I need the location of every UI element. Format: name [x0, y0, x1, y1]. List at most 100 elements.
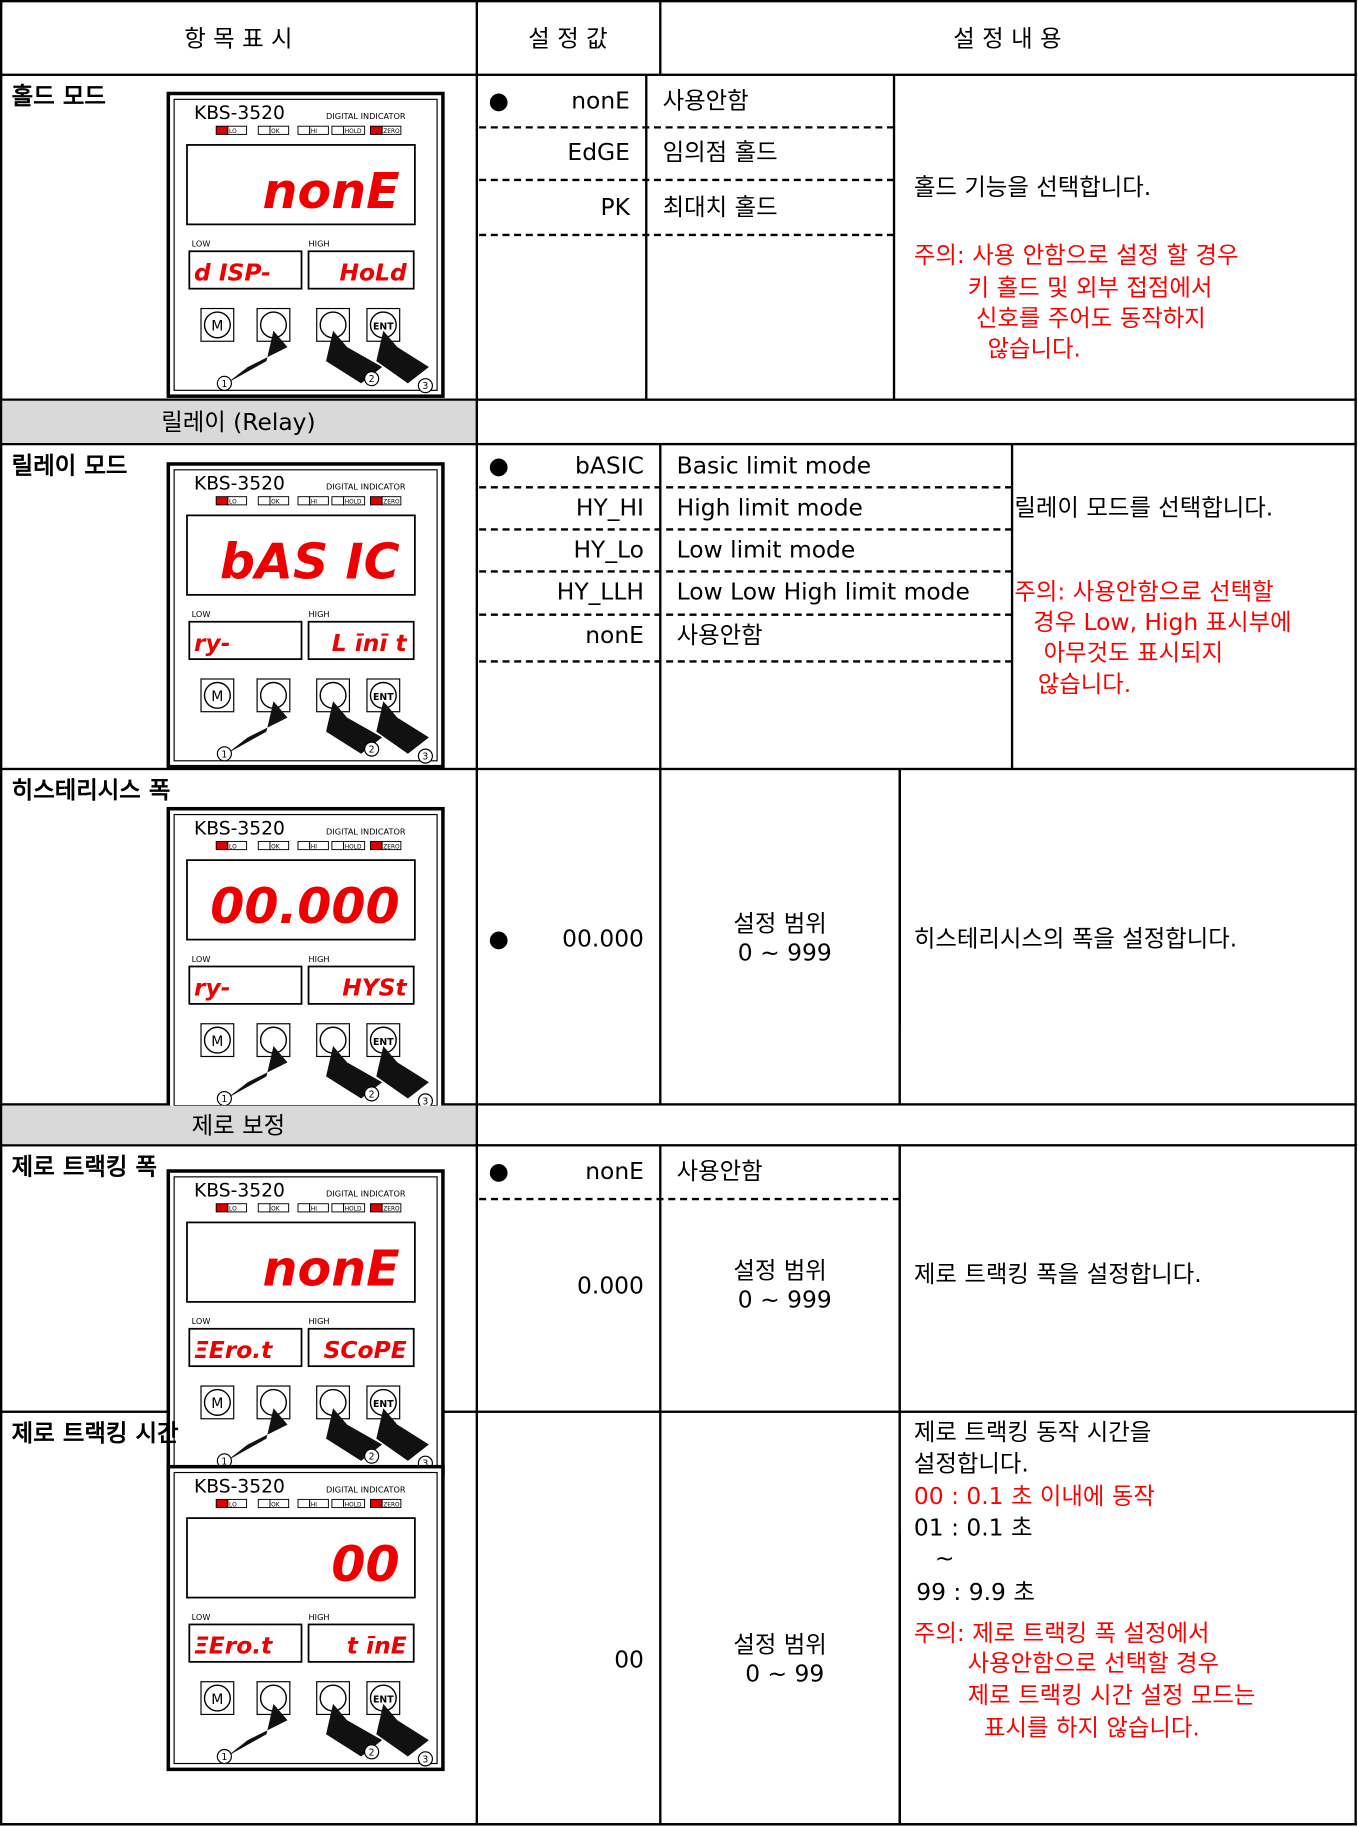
led-label-box [309, 125, 329, 135]
option-value: HY_LLH [556, 577, 644, 606]
subtitle: DIGITAL INDICATOR [326, 111, 406, 121]
led [257, 1203, 271, 1213]
panel-inner [173, 813, 438, 1107]
model: KBS-3520 [194, 818, 285, 839]
number-circle [417, 748, 433, 764]
rule [475, 1145, 478, 1412]
number-circle [216, 1090, 232, 1107]
dashed-rule [479, 1197, 900, 1201]
description: 주의: 사용 안함으로 설정 할 경우 [913, 240, 1239, 269]
subtitle: DIGITAL INDICATOR [326, 482, 406, 492]
rule [659, 1145, 662, 1412]
section-title: 제로 보정 [191, 1110, 286, 1139]
option-label: Low Low High limit mode [676, 577, 970, 606]
number-circle [417, 378, 433, 394]
main-display [186, 144, 416, 226]
rule [0, 0, 1357, 3]
led [215, 496, 229, 506]
dashed-rule [479, 613, 1013, 616]
low-display-text: ry- [194, 629, 230, 657]
number: 2 [369, 745, 375, 756]
led [297, 1498, 311, 1509]
high-display [307, 620, 415, 661]
dashed-rule [479, 528, 1013, 531]
rule [475, 0, 478, 75]
dashed-rule [479, 126, 895, 129]
led-label-box [309, 1498, 329, 1509]
header-content: 설 정 내 용 [953, 24, 1062, 53]
number: 2 [369, 1089, 375, 1100]
option-label: Low limit mode [676, 535, 856, 564]
number-circle [364, 741, 380, 757]
hand [376, 1045, 429, 1099]
panel-frame [166, 806, 445, 1114]
hand [326, 1703, 383, 1757]
number-circle [417, 1751, 433, 1767]
description: 신호를 주어도 동작하지 [975, 303, 1206, 332]
description: 홀드 기능을 선택합니다. [913, 172, 1152, 202]
panel-inner [173, 98, 438, 391]
model: KBS-3520 [194, 1476, 285, 1497]
low-display [188, 1327, 303, 1368]
led-label: LO [229, 1502, 237, 1508]
led [257, 840, 271, 851]
rule [898, 768, 902, 1105]
led-label: OK [271, 1207, 280, 1213]
option-label: High limit mode [676, 493, 863, 522]
default-marker: ● [488, 86, 509, 115]
led [215, 1203, 229, 1213]
button-label: M [211, 1396, 223, 1412]
button-label: M [211, 1034, 223, 1050]
device-panel: KBS-3520 DIGITAL INDICATOR LO OK HI HOLD ZERO b… [166, 462, 445, 769]
number-circle [364, 1744, 380, 1760]
rule [645, 74, 648, 400]
button [203, 1684, 231, 1712]
panel-inner [173, 1471, 438, 1765]
button-label: ENT [373, 1399, 394, 1410]
rule [1354, 0, 1357, 1826]
led-label: HOLD [345, 500, 362, 506]
led-label-box [227, 125, 248, 135]
number: 2 [369, 1747, 375, 1758]
rule [475, 1104, 478, 1146]
hand [376, 330, 429, 384]
main-display-text: nonE [263, 162, 400, 220]
option-value: nonE [585, 620, 644, 649]
rule [0, 767, 1357, 771]
led-label-box [381, 125, 402, 135]
button-label: ENT [373, 692, 394, 703]
range-text: 0 ~ 999 [737, 1285, 832, 1314]
option-value: EdGE [567, 137, 630, 166]
hand [376, 701, 429, 754]
number: 1 [221, 1456, 227, 1467]
range-text: 설정 범위 [733, 1630, 827, 1659]
description: 릴레이 모드를 선택합니다. [1014, 493, 1274, 522]
description: 99 : 9.9 초 [916, 1577, 1035, 1606]
item-title: 릴레이 모드 [11, 451, 128, 480]
model: KBS-3520 [194, 474, 285, 495]
led-label-box [269, 1203, 290, 1213]
led-label: HOLD [345, 844, 362, 850]
default-marker: ● [488, 451, 509, 480]
option-value: PK [600, 192, 630, 221]
rule [898, 1411, 902, 1825]
section-title: 릴레이 (Relay) [161, 407, 316, 436]
number-circle [216, 746, 232, 762]
description: 01 : 0.1 초 [913, 1513, 1033, 1542]
main-display-text: 00 [331, 1535, 399, 1593]
led [297, 1203, 311, 1213]
led-label-box [343, 496, 366, 506]
led [257, 496, 271, 506]
low-label: LOW [192, 239, 211, 249]
number: 3 [422, 1754, 428, 1765]
description: 제로 트랙킹 시간 설정 모드는 [967, 1680, 1256, 1709]
section-band [2, 400, 477, 443]
hand [226, 1408, 288, 1461]
number-circle [216, 1748, 232, 1765]
subtitle: DIGITAL INDICATOR [326, 1484, 406, 1494]
low-display-text: ΞEro.t [194, 1632, 273, 1660]
rule [475, 74, 478, 400]
rule [475, 768, 478, 1105]
low-label: LOW [192, 609, 211, 619]
